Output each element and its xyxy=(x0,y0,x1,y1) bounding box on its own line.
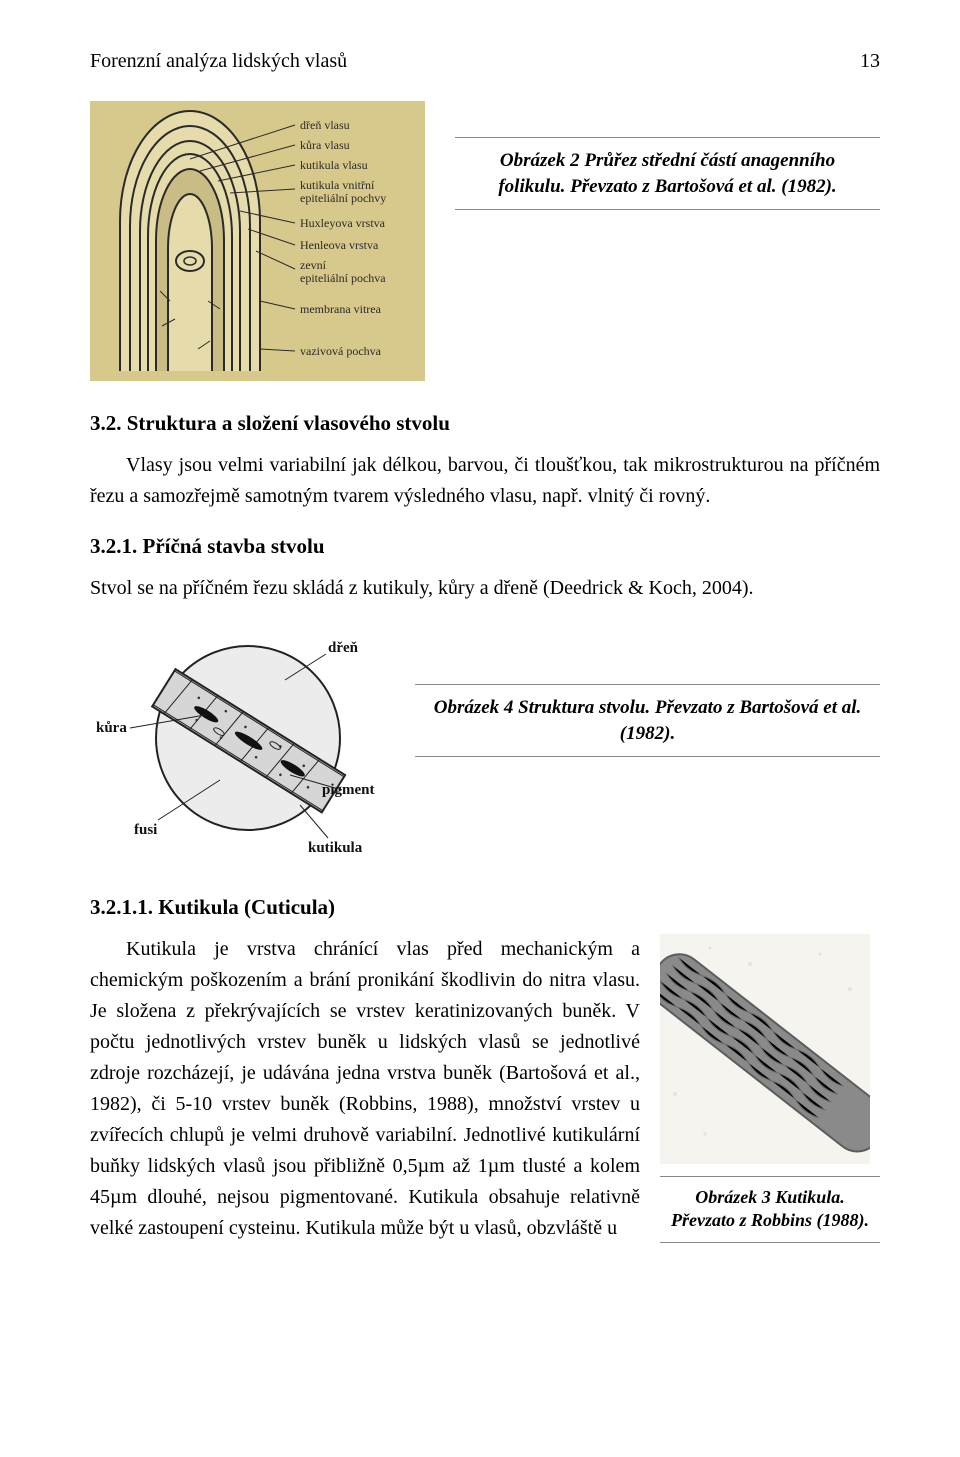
figure-2-caption: Obrázek 2 Průřez střední částí anagenníh… xyxy=(455,144,880,203)
page-number: 13 xyxy=(860,50,880,73)
heading-3-2: 3.2. Struktura a složení vlasového stvol… xyxy=(90,411,880,436)
shaft-label-pigment: pigment xyxy=(322,782,375,798)
heading-3-2-1: 3.2.1. Příčná stavba stvolu xyxy=(90,534,880,559)
figure-2-row: dřeň vlasu kůra vlasu kutikula vlasu kut… xyxy=(90,101,880,381)
follicle-diagram: dřeň vlasu kůra vlasu kutikula vlasu kut… xyxy=(90,101,425,381)
figure-4-caption: Obrázek 4 Struktura stvolu. Převzato z B… xyxy=(415,691,880,750)
caption-rule xyxy=(415,684,880,685)
shaft-label-kura: kůra xyxy=(96,720,127,736)
caption-rule xyxy=(455,137,880,138)
follicle-label: Huxleyova vrstva xyxy=(300,216,386,230)
figure-4-image: dřeň kůra fusi pigment kutikula xyxy=(90,620,385,865)
caption-rule xyxy=(660,1176,880,1177)
paragraph-3-2-1-1: Kutikula je vrstva chránící vlas před me… xyxy=(90,934,640,1244)
paragraph-3-2: Vlasy jsou velmi variabilní jak délkou, … xyxy=(90,450,880,512)
follicle-label: vazivová pochva xyxy=(300,344,382,358)
figure-3-block: Obrázek 3 Kutikula. Převzato z Robbins (… xyxy=(660,934,880,1249)
figure-3-caption-block: Obrázek 3 Kutikula. Převzato z Robbins (… xyxy=(660,1176,880,1243)
figure-4-row: dřeň kůra fusi pigment kutikula Obrázek … xyxy=(90,620,880,865)
follicle-label: kutikula vlasu xyxy=(300,158,368,172)
figure-2-image: dřeň vlasu kůra vlasu kutikula vlasu kut… xyxy=(90,101,425,381)
paragraph-3-2-1: Stvol se na příčném řezu skládá z kutiku… xyxy=(90,573,880,604)
caption-rule xyxy=(415,756,880,757)
shaft-label-dren: dřeň xyxy=(328,640,359,656)
section-3-2-1-1-block: Kutikula je vrstva chránící vlas před me… xyxy=(90,934,880,1266)
follicle-label: Henleova vrstva xyxy=(300,238,379,252)
shaft-label-fusi: fusi xyxy=(134,822,157,838)
follicle-label: dřeň vlasu xyxy=(300,118,350,132)
running-title: Forenzní analýza lidských vlasů xyxy=(90,50,347,72)
cuticle-micrograph xyxy=(660,934,870,1164)
follicle-label: kutikula vnitřní epiteliální pochvy xyxy=(300,178,386,205)
shaft-label-kutikula: kutikula xyxy=(308,840,363,856)
figure-3-caption: Obrázek 3 Kutikula. Převzato z Robbins (… xyxy=(660,1183,880,1236)
figure-4-caption-block: Obrázek 4 Struktura stvolu. Převzato z B… xyxy=(385,620,880,763)
section-3-2-1-1-text: Kutikula je vrstva chránící vlas před me… xyxy=(90,934,660,1266)
figure-2-caption-block: Obrázek 2 Průřez střední částí anagenníh… xyxy=(425,101,880,216)
heading-3-2-1-1: 3.2.1.1. Kutikula (Cuticula) xyxy=(90,895,880,920)
running-header: Forenzní analýza lidských vlasů 13 xyxy=(90,50,880,73)
follicle-label: membrana vitrea xyxy=(300,302,382,316)
caption-rule xyxy=(455,209,880,210)
caption-rule xyxy=(660,1242,880,1243)
follicle-label: kůra vlasu xyxy=(300,138,350,152)
shaft-structure-diagram: dřeň kůra fusi pigment kutikula xyxy=(90,620,385,865)
